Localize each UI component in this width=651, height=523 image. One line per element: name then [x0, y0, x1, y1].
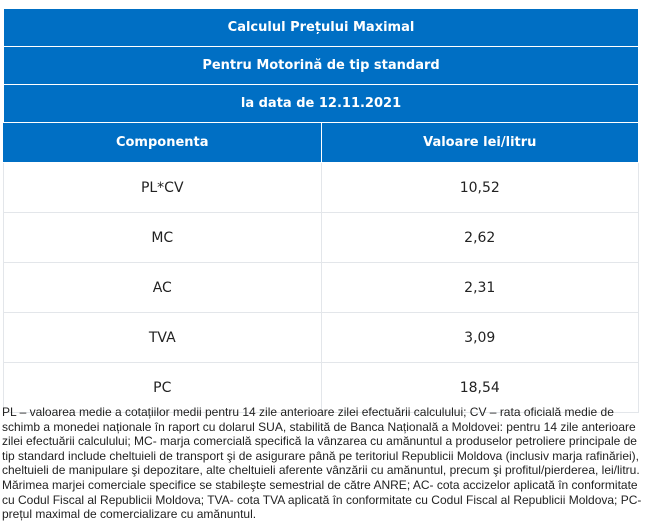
component-cell: MC [3, 212, 322, 263]
component-cell: PC [3, 362, 322, 413]
table-date: la data de 12.11.2021 [3, 84, 639, 123]
component-cell: AC [3, 262, 322, 313]
table-row: MC 2,62 [3, 212, 639, 263]
table-subtitle: Pentru Motorină de tip standard [3, 46, 639, 85]
footnote: PL – valoarea medie a cotațiilor medii p… [2, 405, 642, 522]
table-title: Calculul Prețului Maximal [3, 8, 639, 47]
value-cell: 2,62 [320, 212, 639, 263]
table-row: PL*CV 10,52 [3, 162, 639, 213]
column-header-component: Componenta [3, 122, 322, 163]
price-calculation-table: Calculul Prețului Maximal Pentru Motorin… [3, 8, 639, 413]
value-cell: 10,52 [320, 162, 639, 213]
value-cell: 18,54 [320, 362, 639, 413]
table-row: PC 18,54 [3, 362, 639, 413]
value-cell: 3,09 [320, 312, 639, 363]
component-cell: TVA [3, 312, 322, 363]
value-cell: 2,31 [320, 262, 639, 313]
component-cell: PL*CV [3, 162, 322, 213]
column-header-value: Valoare lei/litru [320, 122, 639, 163]
table-row: AC 2,31 [3, 262, 639, 313]
table-row: TVA 3,09 [3, 312, 639, 363]
